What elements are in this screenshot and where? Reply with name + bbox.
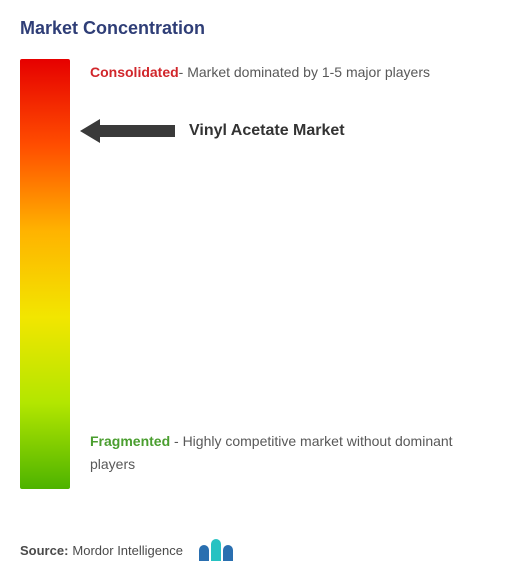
footer: Source: Mordor Intelligence <box>20 539 233 561</box>
arrow-left-icon <box>80 119 175 143</box>
spectrum-bar <box>20 59 70 489</box>
fragmented-label: Fragmented - Highly competitive market w… <box>90 430 493 475</box>
concentration-diagram: Consolidated- Market dominated by 1-5 ma… <box>20 59 503 499</box>
logo-bar-3 <box>223 545 233 561</box>
logo-bar-2 <box>211 539 221 561</box>
page-title: Market Concentration <box>20 18 503 39</box>
arrow-head <box>80 119 100 143</box>
logo-bar-1 <box>199 545 209 561</box>
consolidated-keyword: Consolidated <box>90 64 179 80</box>
fragmented-keyword: Fragmented <box>90 433 170 449</box>
marker-label: Vinyl Acetate Market <box>189 122 345 140</box>
arrow-shaft <box>100 125 175 137</box>
consolidated-text: - Market dominated by 1-5 major players <box>179 64 430 80</box>
source-label: Source: <box>20 543 68 558</box>
source-name: Mordor Intelligence <box>72 543 183 558</box>
labels-area: Consolidated- Market dominated by 1-5 ma… <box>70 59 503 499</box>
logo-icon <box>199 539 233 561</box>
marker-row: Vinyl Acetate Market <box>80 119 345 143</box>
consolidated-label: Consolidated- Market dominated by 1-5 ma… <box>90 63 503 83</box>
